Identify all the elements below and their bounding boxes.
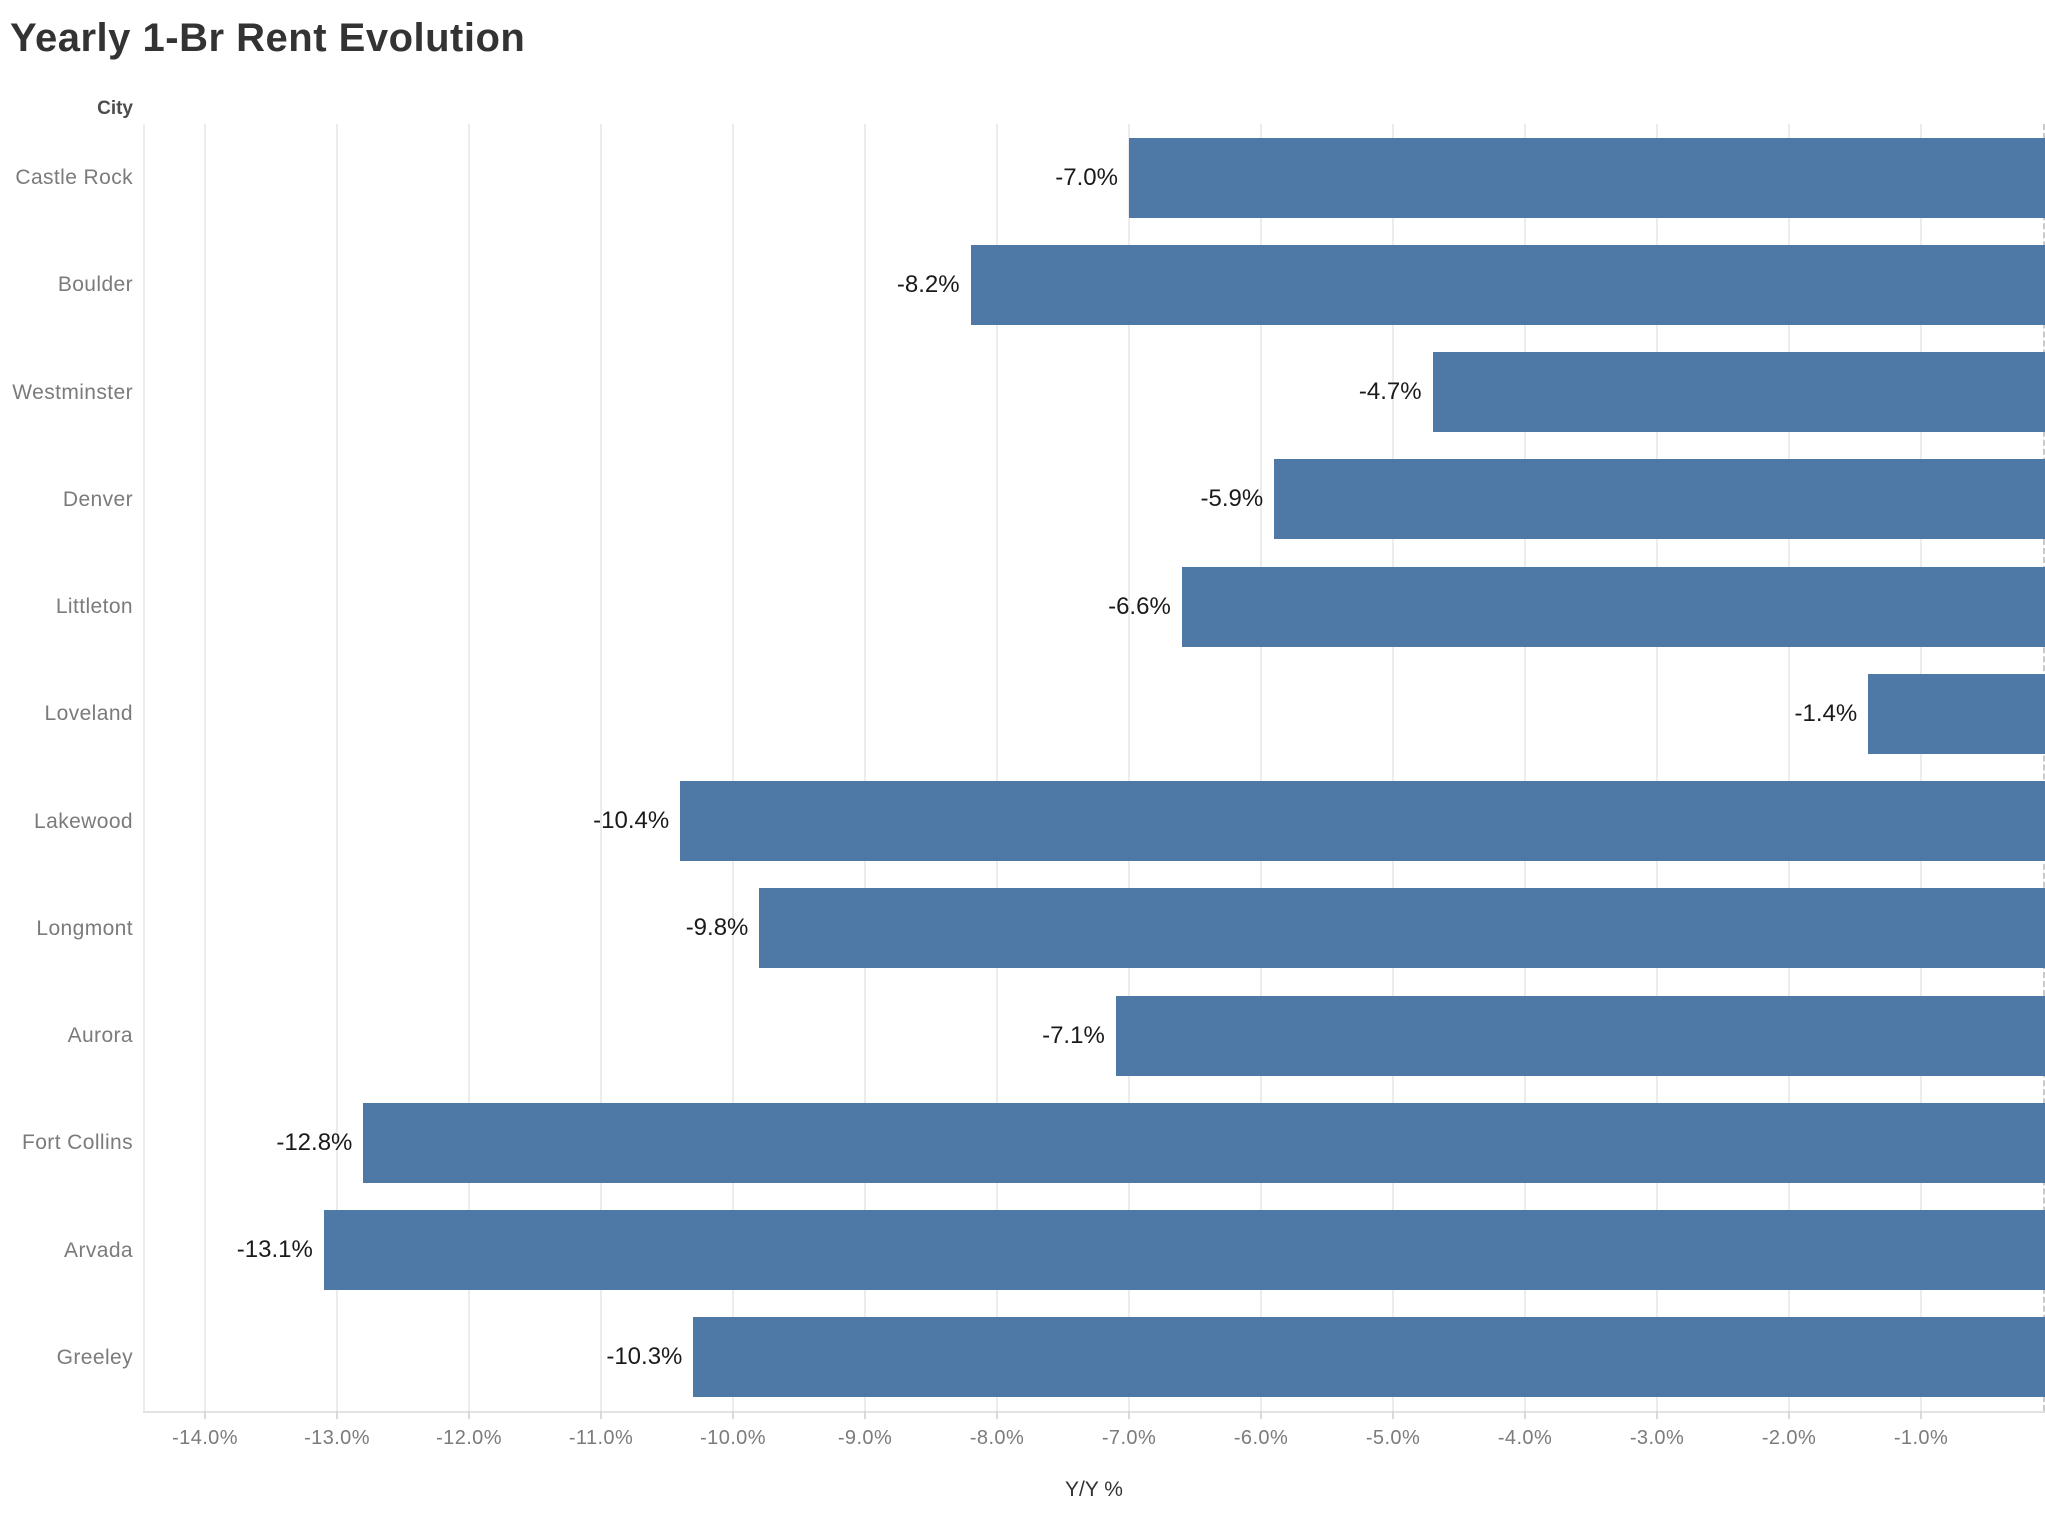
bar-castle-rock[interactable] (1129, 137, 2045, 218)
gridline (864, 124, 866, 1411)
y-axis-category-label: Castle Rock (15, 166, 133, 189)
bar-value-label: -6.6% (1108, 592, 1171, 620)
bar-lakewood[interactable] (680, 781, 2045, 862)
bar-value-label: -1.4% (1794, 699, 1858, 727)
y-axis-category-label: Longmont (36, 916, 133, 940)
bar-value-label: -8.2% (896, 270, 960, 298)
x-axis-label: Y/Y % (1065, 1478, 1123, 1501)
gridline (1656, 124, 1658, 1411)
x-axis-tick (1260, 1411, 1262, 1419)
bar-value-label: -4.7% (1358, 378, 1422, 406)
bar-value-label: -13.1% (236, 1236, 313, 1264)
gridline (732, 124, 734, 1411)
x-axis-tick (600, 1411, 602, 1419)
x-axis-tick-label: -2.0% (1761, 1427, 1817, 1449)
y-axis-category-label: Loveland (44, 702, 133, 726)
gridline (468, 124, 470, 1411)
y-axis-category-label: Arvada (64, 1238, 133, 1262)
x-axis-tick-label: -8.0% (969, 1427, 1025, 1449)
y-axis-category-label: Greeley (56, 1345, 133, 1369)
x-axis-tick (1524, 1411, 1526, 1419)
x-axis-tick-label: -5.0% (1365, 1427, 1421, 1449)
bar-value-label: -7.1% (1042, 1021, 1105, 1049)
axis-clip-line (2043, 124, 2045, 1411)
y-axis-category-label: Littleton (55, 595, 133, 618)
bar-aurora[interactable] (1115, 995, 2045, 1076)
x-axis-tick-label: -7.0% (1101, 1427, 1157, 1449)
x-axis-tick (864, 1411, 866, 1419)
bar-value-label: -5.9% (1200, 485, 1264, 513)
x-axis-tick-label: -13.0% (304, 1427, 370, 1449)
bar-value-label: -10.4% (593, 807, 670, 835)
plot-left-border (143, 124, 145, 1411)
gridline (1524, 124, 1526, 1411)
x-axis-tick (996, 1411, 998, 1419)
x-axis-tick (1788, 1411, 1790, 1419)
plot-area: -7.0% -8.2% -4.7% -5.9% -6.6% -1.4% -10.4% -9.8… (143, 124, 2045, 1413)
x-axis-tick-label: -1.0% (1893, 1427, 1949, 1449)
y-axis-category-label: Fort Collins (22, 1131, 133, 1155)
bar-denver[interactable] (1274, 459, 2045, 540)
y-axis-category-label: Boulder (57, 273, 133, 297)
x-axis-tick-label: -3.0% (1629, 1427, 1685, 1449)
x-axis-tick-label: -9.0% (837, 1427, 893, 1449)
bar-value-label: -7.0% (1055, 163, 1118, 191)
bar-fort-collins[interactable] (363, 1102, 2045, 1183)
y-axis-category-label: Lakewood (34, 809, 133, 833)
bar-value-label: -9.8% (685, 914, 749, 942)
y-axis-category-label: Aurora (67, 1024, 133, 1047)
bar-westminster[interactable] (1432, 352, 2045, 433)
x-axis-tick-label: -12.0% (436, 1427, 502, 1449)
x-axis-tick (1920, 1411, 1922, 1419)
bar-value-label: -12.8% (276, 1128, 353, 1156)
gridline (1128, 124, 1130, 1411)
x-axis-tick-label: -10.0% (700, 1427, 766, 1449)
gridline (1260, 124, 1262, 1411)
x-axis-tick-label: -11.0% (568, 1427, 634, 1449)
bar-value-label: -10.3% (606, 1343, 683, 1371)
x-axis-line (143, 1411, 2045, 1413)
x-axis-tick (1392, 1411, 1394, 1419)
gridline (1392, 124, 1394, 1411)
x-axis-tick (732, 1411, 734, 1419)
gridline (204, 124, 206, 1411)
gridline (1788, 124, 1790, 1411)
gridline (336, 124, 338, 1411)
x-axis-tick-label: -4.0% (1497, 1427, 1553, 1449)
gridline (996, 124, 998, 1411)
x-axis-tick (1656, 1411, 1658, 1419)
y-axis-category-label: Westminster (12, 380, 133, 404)
bar-boulder[interactable] (970, 244, 2045, 325)
x-axis-tick (336, 1411, 338, 1419)
gridline (600, 124, 602, 1411)
bar-arvada[interactable] (323, 1210, 2045, 1291)
y-axis-header: City (97, 98, 133, 119)
x-axis-tick (1128, 1411, 1130, 1419)
x-axis-tick-label: -14.0% (172, 1427, 238, 1449)
chart-title: Yearly 1-Br Rent Evolution (10, 16, 526, 60)
bar-loveland[interactable] (1868, 673, 2045, 754)
y-axis-category-label: Denver (62, 487, 133, 511)
bar-longmont[interactable] (759, 888, 2045, 969)
bar-greeley[interactable] (693, 1317, 2045, 1398)
x-axis-tick (468, 1411, 470, 1419)
bar-littleton[interactable] (1181, 566, 2045, 647)
gridline (1920, 124, 1922, 1411)
x-axis-tick-label: -6.0% (1233, 1427, 1289, 1449)
x-axis-tick (204, 1411, 206, 1419)
